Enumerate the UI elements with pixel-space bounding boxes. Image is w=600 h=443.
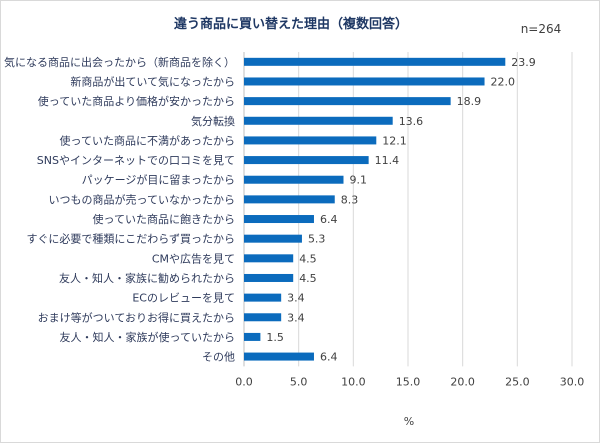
bar — [244, 156, 369, 165]
data-label: 13.6 — [399, 115, 424, 128]
bar — [244, 332, 261, 341]
x-tick-label: 10.0 — [341, 375, 366, 388]
data-label: 22.0 — [491, 75, 516, 88]
bar — [244, 313, 282, 322]
bar — [244, 57, 506, 66]
data-label: 5.3 — [308, 233, 326, 246]
category-label: 新商品が出ていて気になったから — [70, 74, 235, 88]
sample-size: n=264 — [521, 22, 562, 36]
data-label: 23.9 — [511, 56, 535, 69]
bar — [244, 215, 314, 224]
category-label: ECのレビューを見て — [132, 292, 235, 305]
x-tick-label: 25.0 — [505, 375, 530, 388]
x-tick-label: 0.0 — [235, 375, 253, 388]
data-label: 3.4 — [287, 292, 305, 305]
category-label: 使っていた商品に不満があったから — [60, 133, 235, 147]
data-label: 4.5 — [299, 252, 317, 265]
category-label: その他 — [202, 351, 235, 364]
x-axis-label: % — [404, 415, 414, 428]
bar — [244, 116, 393, 125]
bar — [244, 352, 314, 361]
bar — [244, 195, 335, 204]
bar — [244, 97, 451, 106]
category-label: 友人・知人・家族が使っていたから — [60, 330, 235, 344]
bar — [244, 175, 344, 184]
data-label: 4.5 — [299, 272, 317, 285]
data-label: 12.1 — [382, 134, 407, 147]
data-label: 18.9 — [457, 95, 482, 108]
bar — [244, 293, 282, 302]
data-label: 8.3 — [341, 193, 359, 206]
category-label: おまけ等がついておりお得に買えたから — [38, 310, 235, 324]
category-label: 使っていた商品より価格が安かったから — [38, 94, 235, 108]
data-label: 11.4 — [375, 154, 400, 167]
category-label: SNSやインターネットでの口コミを見て — [37, 154, 235, 167]
bar — [244, 77, 485, 86]
data-label: 6.4 — [320, 213, 338, 226]
bar — [244, 254, 294, 263]
chart-title: 違う商品に買い替えた理由（複数回答） — [174, 16, 408, 32]
category-label: パッケージが目に留まったから — [82, 173, 235, 187]
category-label: 気になる商品に出会ったから（新商品を除く） — [4, 55, 235, 69]
category-label: すぐに必要で種類にこだわらず買ったから — [26, 232, 235, 246]
category-label: 友人・知人・家族に勧められたから — [59, 271, 235, 285]
category-label: 気分転換 — [191, 114, 235, 128]
bar — [244, 273, 294, 282]
bar — [244, 234, 302, 243]
data-label: 6.4 — [320, 351, 338, 364]
x-tick-label: 20.0 — [450, 375, 475, 388]
bar — [244, 136, 377, 145]
data-label: 1.5 — [266, 331, 284, 344]
x-tick-label: 5.0 — [290, 375, 308, 388]
category-label: CMや広告を見て — [152, 252, 235, 265]
category-label: 使っていた商品に飽きたから — [93, 212, 235, 226]
data-label: 9.1 — [349, 174, 367, 187]
x-tick-label: 15.0 — [396, 375, 421, 388]
x-tick-label: 30.0 — [560, 375, 585, 388]
data-label: 3.4 — [287, 311, 305, 324]
category-label: いつもの商品が売っていなかったから — [49, 192, 235, 206]
